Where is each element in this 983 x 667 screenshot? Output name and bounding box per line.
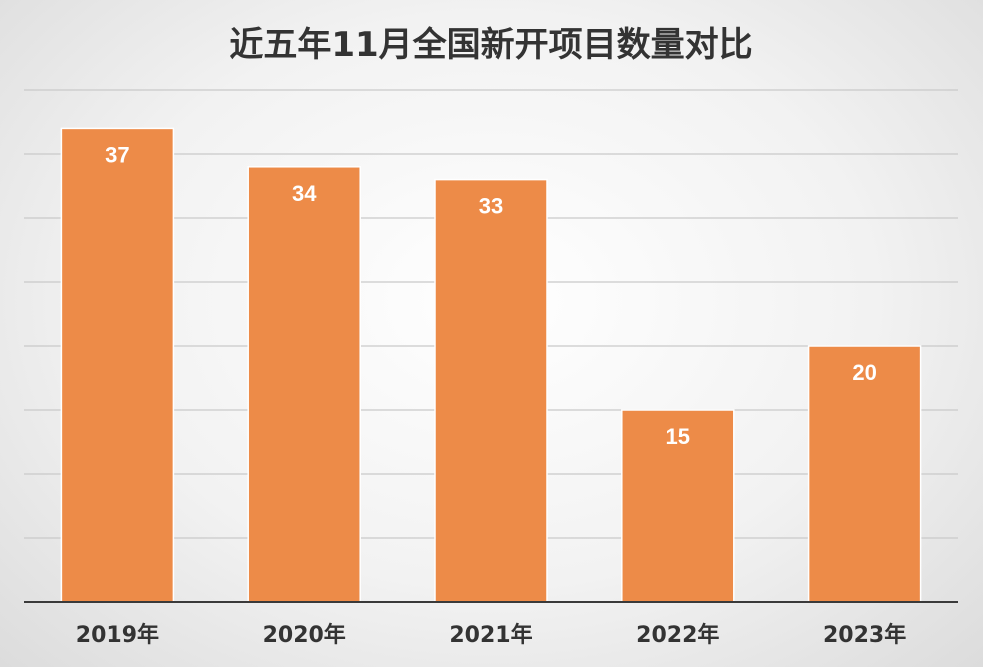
chart-title: 近五年11月全国新开项目数量对比 (229, 25, 752, 65)
x-tick-label: 2021年 (449, 622, 532, 648)
data-label: 20 (852, 360, 876, 385)
bar (621, 409, 735, 603)
x-tick-label: 2023年 (823, 622, 906, 648)
value-labels: 37 34 33 15 20 (105, 142, 877, 449)
bar (247, 166, 361, 603)
x-tick-label: 2020年 (263, 622, 346, 648)
bar (434, 178, 548, 603)
data-label: 33 (479, 194, 503, 219)
x-tick-labels: 2019年 2020年 2021年 2022年 2023年 (76, 622, 906, 648)
x-tick-label: 2022年 (636, 622, 719, 648)
bar (60, 127, 175, 603)
bar (807, 345, 922, 603)
x-tick-label: 2019年 (76, 622, 159, 648)
bars (60, 127, 922, 603)
data-label: 37 (105, 142, 129, 167)
data-label: 34 (292, 181, 317, 206)
data-label: 15 (666, 424, 690, 449)
